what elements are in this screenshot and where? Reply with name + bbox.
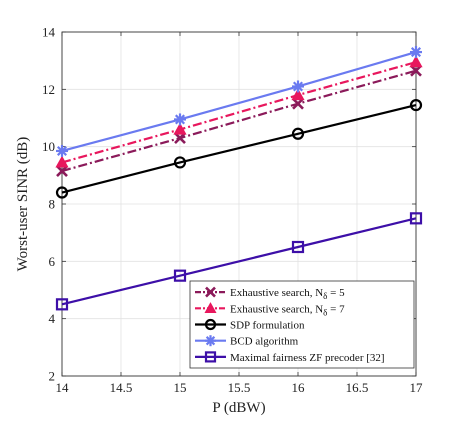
legend: Exhaustive search, Nδ = 5 Exhaustive sear… xyxy=(189,280,415,369)
series-line xyxy=(61,104,417,194)
y-axis-title: Worst-user SINR (dB) xyxy=(15,137,31,272)
legend-marker xyxy=(204,318,217,331)
legend-marker xyxy=(205,286,216,298)
series-line xyxy=(61,51,417,153)
series-5 xyxy=(55,212,423,311)
axes: 14 14.5 15 15.5 16 16.5 17 2 4 6 8 10 12 14 xyxy=(42,25,423,396)
legend-label: Exhaustive search, Nδ = 7 xyxy=(230,303,345,317)
x-tick-label: 15 xyxy=(174,380,187,395)
legend-label: Exhaustive search, Nδ = 5 xyxy=(230,287,345,301)
x-tick-label: 14 xyxy=(56,380,70,395)
data-point xyxy=(292,80,304,93)
plot-frame xyxy=(61,31,417,377)
legend-label: Maximal fairness ZF precoder [32] xyxy=(230,352,385,364)
series-line xyxy=(61,217,417,306)
data-point xyxy=(173,269,187,282)
data-point xyxy=(291,240,305,254)
legend-label: BCD algorithm xyxy=(230,336,299,348)
y-tick-label: 8 xyxy=(49,197,56,212)
legend-marker xyxy=(205,335,216,347)
legend-marker xyxy=(204,351,217,363)
legend-entry: BCD algorithm xyxy=(195,335,299,348)
x-tick-label: 17 xyxy=(410,380,424,395)
series-line xyxy=(61,69,417,173)
y-tick-label: 4 xyxy=(49,311,56,326)
x-tick-label: 16.5 xyxy=(346,380,369,395)
x-tick-label: 16 xyxy=(292,380,306,395)
data-point xyxy=(291,88,305,101)
y-tick-label: 14 xyxy=(42,25,56,40)
data-point xyxy=(55,155,69,168)
data-point xyxy=(410,46,422,59)
legend-entry: Exhaustive search, Nδ = 7 xyxy=(195,302,345,317)
data-point xyxy=(409,55,423,68)
series-4 xyxy=(56,46,422,157)
data-point xyxy=(409,98,423,112)
data-point xyxy=(292,97,304,110)
legend-box xyxy=(189,280,415,369)
legend-entry: Exhaustive search, Nδ = 5 xyxy=(195,286,345,301)
legend-label: SDP formulation xyxy=(230,320,305,332)
data-point xyxy=(173,122,187,135)
data-point xyxy=(56,144,68,157)
x-axis-title: P (dBW) xyxy=(212,400,265,416)
data-point xyxy=(409,212,423,225)
series-line xyxy=(61,61,417,164)
data-point xyxy=(55,186,69,199)
legend-entry: Maximal fairness ZF precoder [32] xyxy=(195,351,385,364)
x-tick-label: 14.5 xyxy=(110,380,133,395)
data-point xyxy=(173,156,187,169)
series-2 xyxy=(55,55,423,168)
series-3 xyxy=(55,98,423,199)
y-tick-label: 2 xyxy=(49,369,56,384)
series-layer xyxy=(55,46,423,311)
data-point xyxy=(410,64,422,77)
data-point xyxy=(55,298,69,311)
x-tick-label: 15.5 xyxy=(228,380,251,395)
y-tick-label: 6 xyxy=(49,254,56,269)
legend-entry: SDP formulation xyxy=(195,318,305,332)
data-point xyxy=(174,132,186,144)
series-1 xyxy=(56,64,422,177)
data-point xyxy=(174,113,186,126)
data-point xyxy=(56,165,68,177)
y-tick-label: 10 xyxy=(42,139,55,154)
data-point xyxy=(291,127,305,140)
y-tick-label: 12 xyxy=(42,82,55,97)
legend-marker xyxy=(204,302,217,313)
